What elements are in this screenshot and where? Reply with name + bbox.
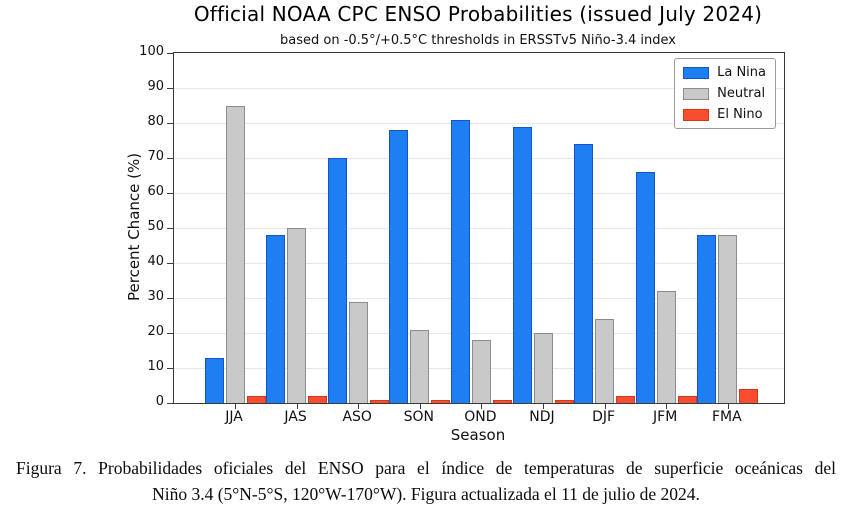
bar-la-nina-fma — [697, 235, 717, 403]
y-tick-label-80: 80 — [147, 114, 164, 129]
x-tick-mark-jja — [235, 404, 236, 409]
y-tick-mark-30 — [167, 297, 173, 299]
legend-swatch-neutral — [683, 87, 710, 100]
y-tick-mark-90 — [167, 87, 173, 89]
bar-la-nina-aso — [327, 158, 347, 403]
legend-item-la-nina: La Nina — [683, 65, 766, 80]
caption-line-1: Figura 7. Probabilidades oficiales del E… — [16, 458, 836, 478]
y-tick-label-10: 10 — [147, 359, 164, 374]
legend-label-el-nino: El Nino — [717, 107, 763, 122]
y-tick-label-40: 40 — [147, 254, 164, 269]
gridline-80 — [174, 122, 784, 124]
y-tick-mark-60 — [167, 192, 173, 194]
y-tick-mark-0 — [167, 402, 173, 404]
bar-el-nino-fma — [739, 389, 759, 403]
x-tick-label-ndj: NDJ — [529, 409, 555, 425]
bar-neutral-djf — [595, 319, 615, 403]
x-tick-label-jja: JJA — [225, 409, 243, 425]
gridline-20 — [174, 332, 784, 334]
bar-neutral-fma — [718, 235, 738, 403]
y-tick-mark-80 — [167, 122, 173, 124]
x-tick-label-fma: FMA — [711, 409, 742, 425]
y-tick-label-20: 20 — [147, 324, 164, 339]
y-tick-mark-10 — [167, 367, 173, 369]
x-tick-label-jas: JAS — [284, 409, 307, 425]
gridline-50 — [174, 227, 784, 229]
bar-el-nino-jja — [246, 396, 266, 403]
legend-swatch-el-nino — [683, 108, 710, 121]
bar-la-nina-ond — [450, 119, 470, 403]
bar-neutral-jas — [287, 228, 307, 403]
bar-neutral-ond — [471, 340, 491, 403]
chart-figure: Official NOAA CPC ENSO Probabilities (is… — [0, 2, 785, 444]
bar-neutral-jja — [225, 105, 245, 403]
bar-el-nino-ndj — [554, 399, 574, 403]
bar-la-nina-son — [389, 130, 409, 403]
plot-area: La Nina Neutral El Nino — [167, 52, 785, 409]
x-tick-mark-ndj — [543, 404, 544, 409]
bar-el-nino-jas — [308, 396, 328, 403]
bar-el-nino-jfm — [677, 396, 697, 403]
y-tick-mark-40 — [167, 262, 173, 264]
x-tick-mark-jfm — [666, 404, 668, 409]
x-axis-label: Season — [450, 426, 506, 444]
x-tick-label-aso: ASO — [342, 409, 372, 425]
x-tick-label-ond: OND — [464, 409, 497, 425]
y-tick-mark-70 — [167, 157, 173, 159]
x-tick-mark-fma — [727, 404, 729, 409]
bar-neutral-aso — [348, 301, 368, 403]
gridline-60 — [174, 192, 784, 194]
bar-el-nino-aso — [369, 399, 389, 403]
bar-neutral-jfm — [656, 291, 676, 403]
bar-la-nina-jas — [266, 235, 286, 403]
gridline-40 — [174, 262, 784, 264]
x-tick-label-son: SON — [403, 409, 434, 425]
bar-el-nino-djf — [616, 396, 636, 403]
bar-la-nina-jja — [204, 357, 224, 403]
bar-neutral-son — [410, 329, 430, 403]
y-axis-tick-labels: 0 10 20 30 40 50 60 70 80 90 100 — [0, 44, 164, 409]
bar-la-nina-ndj — [512, 126, 532, 403]
y-tick-label-90: 90 — [147, 79, 164, 94]
bar-la-nina-jfm — [635, 172, 655, 403]
chart-title: Official NOAA CPC ENSO Probabilities (is… — [193, 2, 763, 26]
y-tick-label-60: 60 — [147, 184, 164, 199]
y-tick-label-30: 30 — [147, 289, 164, 304]
y-tick-mark-20 — [167, 332, 173, 334]
x-tick-label-djf: DJF — [592, 409, 616, 425]
legend: La Nina Neutral El Nino — [674, 58, 776, 129]
y-tick-mark-100 — [167, 52, 173, 54]
x-tick-mark-jas — [296, 404, 298, 409]
y-tick-label-70: 70 — [147, 149, 164, 164]
x-tick-mark-son — [419, 404, 421, 409]
gridline-30 — [174, 297, 784, 299]
y-tick-label-50: 50 — [147, 219, 164, 234]
legend-item-el-nino: El Nino — [683, 107, 766, 122]
figure-caption: Figura 7. Probabilidades oficiales del E… — [0, 455, 852, 507]
legend-item-neutral: Neutral — [683, 86, 766, 101]
x-axis-tick-labels: JJA JAS ASO SON OND NDJ DJF JFM FMA — [173, 409, 783, 427]
gridline-90 — [174, 87, 784, 89]
bar-el-nino-son — [431, 399, 451, 403]
x-tick-mark-djf — [604, 404, 606, 409]
x-tick-label-jfm: JFM — [653, 409, 678, 425]
legend-label-neutral: Neutral — [717, 86, 766, 101]
y-tick-label-0: 0 — [155, 394, 164, 409]
y-tick-mark-50 — [167, 227, 173, 229]
bar-neutral-ndj — [533, 333, 553, 403]
gridline-70 — [174, 157, 784, 159]
caption-line-2: Niño 3.4 (5°N-5°S, 120°W-170°W). Figura … — [152, 484, 700, 504]
y-tick-label-100: 100 — [139, 44, 164, 59]
x-tick-mark-aso — [358, 404, 360, 409]
x-tick-mark-ond — [481, 404, 483, 409]
legend-swatch-la-nina — [683, 66, 710, 79]
bar-el-nino-ond — [492, 399, 512, 403]
bar-la-nina-djf — [574, 144, 594, 403]
chart-subtitle: based on -0.5°/+0.5°C thresholds in ERSS… — [280, 33, 676, 48]
legend-label-la-nina: La Nina — [717, 65, 766, 80]
